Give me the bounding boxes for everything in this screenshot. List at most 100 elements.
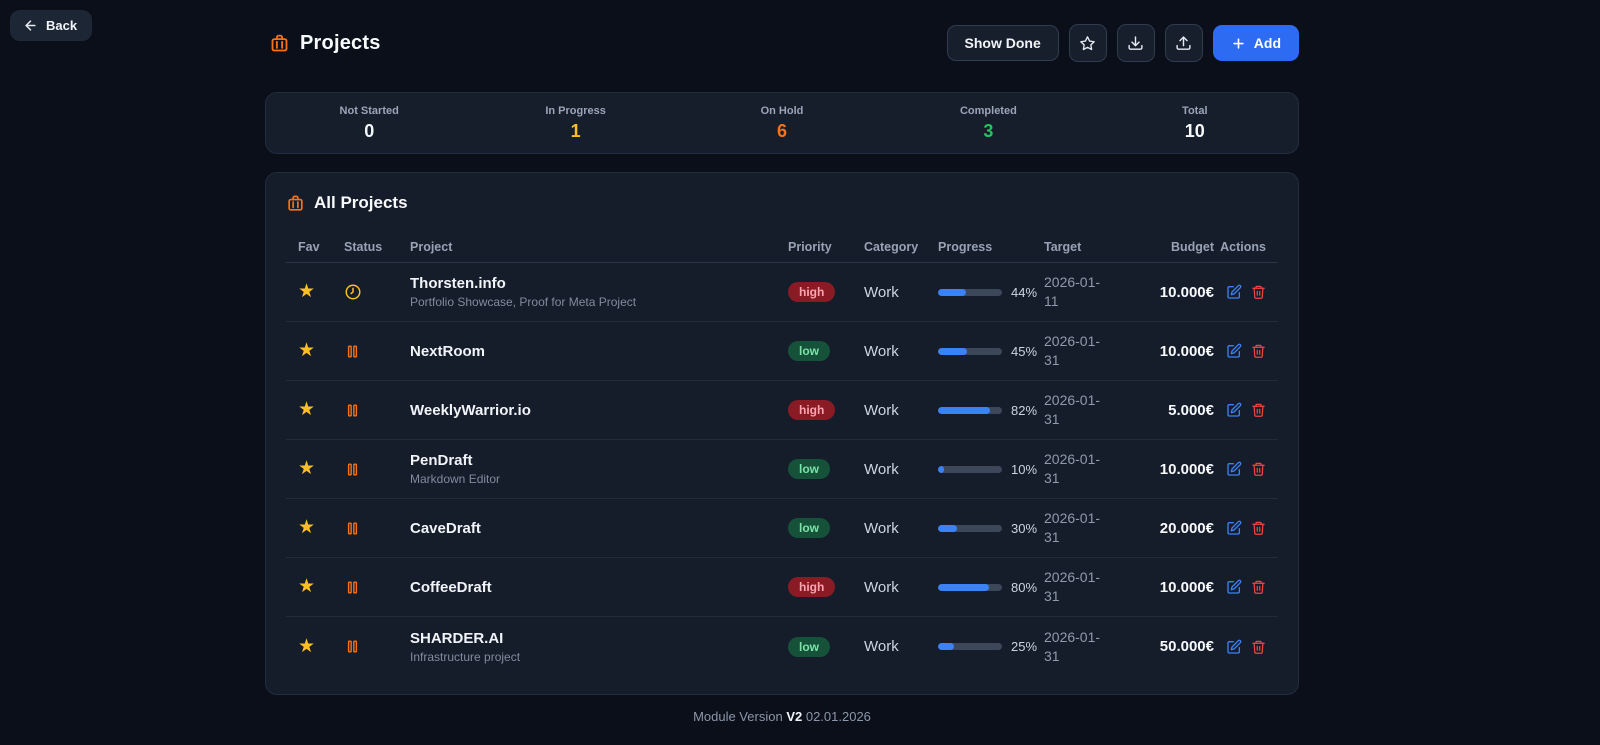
stat-value: 0	[364, 120, 375, 141]
progress-bar-track	[938, 524, 1002, 532]
progress-bar-fill	[938, 288, 967, 296]
card-title-wrap: All Projects	[286, 193, 1278, 213]
export-button[interactable]	[1164, 24, 1203, 62]
add-label: Add	[1253, 35, 1281, 51]
stat-value: 6	[776, 120, 787, 141]
progress-percent: 10%	[1011, 461, 1038, 477]
show-done-button[interactable]: Show Done	[946, 25, 1059, 61]
priority-badge: low	[788, 459, 830, 479]
favorites-filter-button[interactable]	[1068, 24, 1107, 62]
category-cell: Work	[864, 342, 899, 360]
target-date: 2026-01-31	[1044, 569, 1101, 604]
column-header-status: Status	[344, 239, 383, 254]
page-title-wrap: Projects	[265, 32, 381, 55]
progress-bar-fill	[938, 583, 990, 591]
stat-label: Completed	[959, 104, 1017, 117]
favorite-star-icon[interactable]: ★	[298, 399, 316, 420]
progress-bar-track	[938, 465, 1002, 473]
edit-button[interactable]	[1226, 402, 1242, 418]
priority-badge: high	[788, 400, 836, 420]
delete-button[interactable]	[1251, 343, 1266, 359]
progress-cell: 25%	[938, 639, 1044, 654]
priority-badge: low	[788, 636, 830, 657]
add-button[interactable]: Add	[1212, 25, 1299, 61]
project-name: CaveDraft	[410, 519, 481, 537]
project-name: SHARDER.AI	[410, 629, 504, 647]
pause-icon	[344, 579, 361, 596]
favorite-star-icon[interactable]: ★	[298, 635, 316, 657]
delete-button[interactable]	[1251, 284, 1266, 300]
stat-value: 3	[983, 120, 994, 141]
delete-button[interactable]	[1251, 520, 1266, 536]
delete-button[interactable]	[1251, 579, 1266, 595]
category-cell: Work	[864, 401, 899, 419]
budget-value: 10.000€	[1159, 342, 1214, 360]
project-name: Thorsten.info	[410, 275, 506, 292]
edit-button[interactable]	[1226, 520, 1242, 536]
pause-icon	[344, 461, 361, 478]
budget-value: 10.000€	[1159, 460, 1214, 478]
stats-bar: Not Started 0 In Progress 1 On Hold 6 Complete…	[265, 92, 1299, 154]
pause-icon	[344, 520, 361, 537]
category-cell: Work	[864, 519, 899, 537]
budget-value: 5.000€	[1168, 401, 1214, 419]
column-header-target: Target	[1044, 239, 1082, 254]
stat-in-progress: In Progress 1	[472, 105, 678, 142]
favorite-star-icon[interactable]: ★	[298, 340, 316, 361]
progress-percent: 44%	[1011, 284, 1038, 300]
edit-button[interactable]	[1226, 639, 1242, 655]
favorite-star-icon[interactable]: ★	[298, 576, 316, 597]
delete-button[interactable]	[1251, 461, 1266, 477]
stat-total: Total 10	[1092, 105, 1298, 142]
stat-label: Not Started	[339, 104, 399, 117]
priority-badge: high	[788, 577, 836, 597]
progress-bar-fill	[938, 524, 958, 532]
column-header-category: Category	[864, 239, 919, 254]
target-date: 2026-01-31	[1044, 628, 1101, 664]
progress-percent: 30%	[1011, 520, 1038, 536]
status-cell	[344, 579, 410, 596]
progress-bar-track	[938, 406, 1002, 414]
back-label: Back	[46, 18, 78, 33]
import-button[interactable]	[1116, 24, 1155, 62]
budget-value: 50.000€	[1159, 638, 1214, 655]
progress-bar-track	[938, 643, 1002, 650]
status-cell	[344, 283, 410, 301]
project-description: Portfolio Showcase, Proof for Meta Proje…	[410, 295, 637, 309]
briefcase-icon	[269, 33, 290, 54]
favorite-star-icon[interactable]: ★	[298, 281, 316, 302]
edit-button[interactable]	[1226, 343, 1242, 359]
target-date: 2026-01-31	[1044, 451, 1101, 486]
category-cell: Work	[864, 460, 899, 478]
priority-badge: low	[788, 341, 830, 361]
edit-button[interactable]	[1226, 579, 1242, 595]
stat-not-started: Not Started 0	[266, 105, 472, 142]
progress-bar-fill	[938, 347, 967, 355]
edit-button[interactable]	[1226, 284, 1242, 300]
delete-button[interactable]	[1251, 639, 1266, 655]
status-cell	[344, 520, 410, 537]
clock-icon	[344, 283, 362, 301]
download-icon	[1127, 35, 1144, 52]
table-row: ★ Thorsten.info Portfolio Showcase, Proo…	[286, 263, 1278, 322]
delete-button[interactable]	[1251, 402, 1266, 418]
project-description: Infrastructure project	[410, 649, 521, 664]
progress-cell: 45%	[938, 344, 1044, 359]
upload-icon	[1175, 35, 1192, 52]
edit-button[interactable]	[1226, 461, 1242, 477]
target-date: 2026-01-31	[1044, 392, 1101, 427]
back-button[interactable]: Back	[10, 10, 93, 41]
favorite-star-icon[interactable]: ★	[298, 458, 316, 479]
page-container: Projects Show Done	[265, 20, 1299, 724]
stat-value: 1	[570, 120, 581, 141]
projects-card: All Projects Fav Status Project Priority Cat…	[265, 172, 1299, 695]
category-cell: Work	[864, 283, 899, 301]
plus-icon	[1231, 36, 1246, 51]
budget-value: 10.000€	[1159, 283, 1214, 301]
stat-label: On Hold	[760, 104, 804, 117]
progress-cell: 80%	[938, 580, 1044, 595]
briefcase-icon	[286, 194, 305, 213]
budget-value: 20.000€	[1159, 519, 1214, 537]
favorite-star-icon[interactable]: ★	[298, 517, 316, 538]
footer-date: 02.01.2026	[805, 709, 871, 724]
